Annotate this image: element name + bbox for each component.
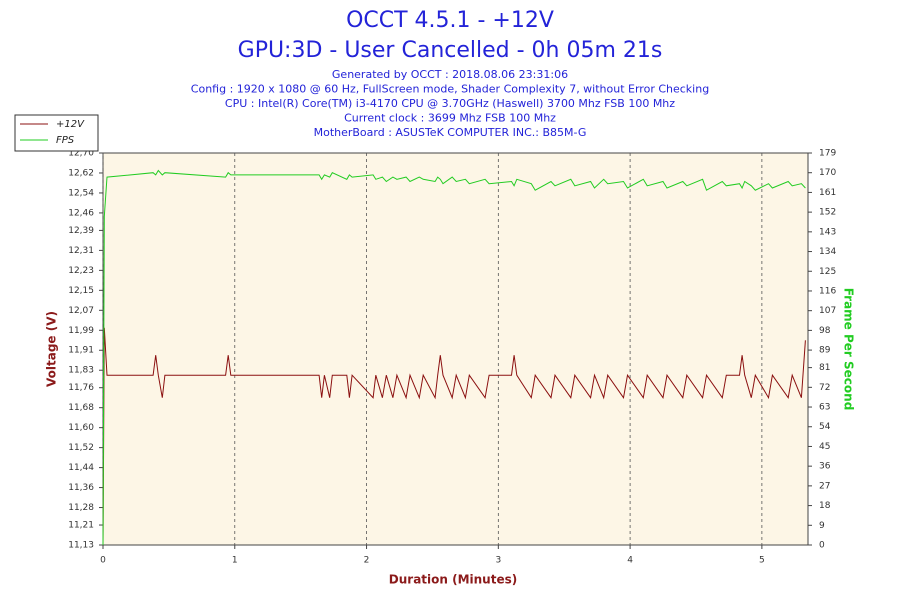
y-tick-label: 11,21 [68,521,94,531]
y2-tick-label: 81 [819,363,830,373]
y-tick-label: 12,54 [68,188,94,198]
subtitle: CPU : Intel(R) Core(TM) i3-4170 CPU @ 3.… [225,97,675,110]
y-tick-label: 11,28 [68,503,94,513]
y-tick-label: 12,39 [68,226,94,236]
y2-tick-label: 63 [819,403,830,413]
legend-label: FPS [56,135,75,146]
x-tick-label: 5 [759,556,765,566]
y-tick-label: 11,99 [68,326,94,336]
y2-tick-label: 72 [819,383,830,393]
subtitle: Current clock : 3699 Mhz FSB 100 Mhz [344,112,556,125]
chart-title: OCCT 4.5.1 - +12V [346,8,554,33]
y2-tick-label: 116 [819,286,836,296]
y-tick-label: 11,52 [68,443,94,453]
y-tick-label: 11,68 [68,403,94,413]
y2-tick-label: 107 [819,306,836,316]
y-tick-label: 11,13 [68,541,94,551]
legend-box [14,114,99,152]
series-line [102,327,806,546]
y-tick-label: 12,15 [68,286,94,296]
y2-tick-label: 134 [819,247,836,257]
x-tick-label: 2 [364,556,370,566]
legend-label: +12V [56,119,85,130]
plot-area [102,152,809,546]
y2-tick-label: 18 [819,501,831,511]
y-tick-label: 11,91 [68,346,94,356]
y-tick-label: 11,36 [68,483,94,493]
y-tick-label: 12,07 [68,306,94,316]
subtitle: MotherBoard : ASUSTeK COMPUTER INC.: B85… [314,126,587,139]
y-tick-label: 12,62 [68,168,94,178]
series-line [102,169,806,546]
y-tick-label: 12,23 [68,266,94,276]
y-tick-label: 12,31 [68,246,94,256]
y2-tick-label: 161 [819,188,836,198]
y2-tick-label: 179 [819,149,836,159]
x-axis-label: Duration (Minutes) [389,573,517,587]
y2-tick-label: 98 [819,326,831,336]
y2-tick-label: 45 [819,442,830,452]
y2-tick-label: 89 [819,346,831,356]
subtitle: Config : 1920 x 1080 @ 60 Hz, FullScreen… [191,83,709,96]
y2-tick-label: 170 [819,168,836,178]
y2-tick-label: 152 [819,208,836,218]
y-tick-label: 11,76 [68,383,94,393]
y2-tick-label: 54 [819,422,831,432]
x-tick-label: 4 [627,556,633,566]
y-tick-label: 11,60 [68,423,94,433]
y2-tick-label: 9 [819,521,825,531]
y2-tick-label: 27 [819,481,830,491]
y-tick-label: 11,83 [68,366,94,376]
chart-title: GPU:3D - User Cancelled - 0h 05m 21s [238,38,663,63]
y-tick-label: 11,44 [68,463,94,473]
x-tick-label: 1 [232,556,238,566]
y2-axis-label: Frame Per Second [842,288,856,411]
y2-tick-label: 0 [819,541,825,551]
y-axis-label: Voltage (V) [45,311,59,387]
x-tick-label: 0 [100,556,106,566]
y-tick-label: 12,70 [68,149,94,159]
y2-tick-label: 143 [819,227,836,237]
y-tick-label: 12,46 [68,208,94,218]
subtitle: Generated by OCCT : 2018.08.06 23:31:06 [332,68,568,81]
y2-tick-label: 36 [819,462,831,472]
x-tick-label: 3 [495,556,501,566]
y2-tick-label: 125 [819,267,836,277]
